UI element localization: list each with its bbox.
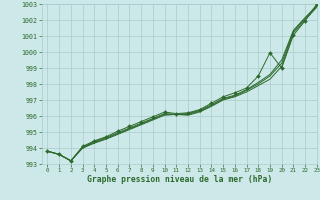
X-axis label: Graphe pression niveau de la mer (hPa): Graphe pression niveau de la mer (hPa) [87, 175, 272, 184]
